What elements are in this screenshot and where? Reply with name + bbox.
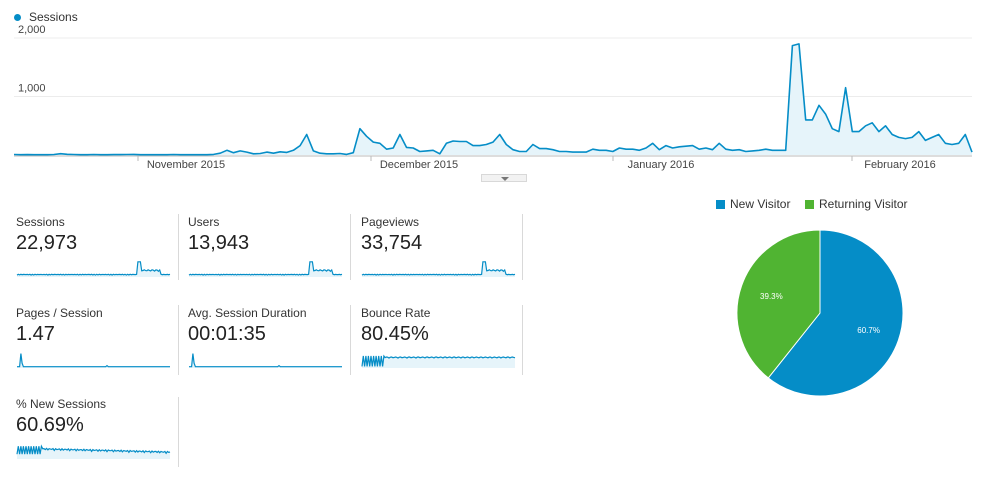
- sessions-area: [14, 43, 972, 155]
- metric-label: % New Sessions: [16, 397, 107, 411]
- sparkline-area: [189, 261, 342, 277]
- returning-visitor-swatch: [805, 199, 814, 209]
- returning-visitor-slice[interactable]: [736, 229, 821, 379]
- x-tick-label: January 2016: [628, 159, 695, 171]
- sparkline-line: [17, 353, 170, 368]
- x-tick-label: November 2015: [147, 159, 225, 171]
- chart-expand-handle[interactable]: [481, 174, 527, 182]
- pie-legend-returning-visitor[interactable]: Returning Visitor: [805, 197, 908, 211]
- sessions-legend-label: Sessions: [29, 10, 78, 24]
- sessions-line: [13, 43, 973, 156]
- avg-session-duration-sparkline: [189, 353, 342, 368]
- metric-value: 13,943: [188, 232, 250, 254]
- metric-avg-session-duration[interactable]: Avg. Session Duration 00:01:35: [188, 306, 353, 372]
- metric-value: 22,973: [16, 232, 78, 254]
- metric-divider: [522, 214, 523, 280]
- metric-label: Pageviews: [361, 215, 420, 229]
- y-tick-label: 2,000: [18, 24, 46, 36]
- metric-label: Sessions: [16, 215, 65, 229]
- bounce-rate-sparkline: [361, 354, 516, 368]
- sparkline-line: [361, 354, 516, 367]
- metric-label: Avg. Session Duration: [188, 306, 307, 320]
- metric-label: Pages / Session: [16, 306, 103, 320]
- metric-divider: [350, 305, 351, 375]
- chart-legend: Sessions: [14, 10, 78, 24]
- metric-pages-per-session[interactable]: Pages / Session 1.47: [16, 306, 181, 372]
- sparkline-area: [362, 261, 515, 277]
- sparkline-line: [16, 444, 171, 455]
- sparkline-line: [16, 261, 171, 276]
- sparkline-line: [189, 353, 342, 368]
- sparkline-area: [17, 353, 170, 368]
- metric-divider: [178, 214, 179, 280]
- chevron-down-icon: [501, 177, 509, 181]
- users-sparkline: [188, 261, 343, 277]
- metric-label: Bounce Rate: [361, 306, 431, 320]
- metric-value: 00:01:35: [188, 323, 266, 345]
- metric-divider: [350, 214, 351, 280]
- pages-per-session-sparkline: [17, 353, 170, 368]
- metric-divider: [522, 305, 523, 375]
- metric-pageviews[interactable]: Pageviews 33,754: [361, 215, 526, 281]
- sessions-line-chart[interactable]: 2,000 1,000 November 2015 December 2015 Janu…: [0, 0, 995, 180]
- sparkline-area: [362, 356, 515, 368]
- sparkline-area: [189, 353, 342, 368]
- sparkline-line: [361, 261, 516, 276]
- metric-value: 1.47: [16, 323, 55, 345]
- x-tick-label: December 2015: [380, 159, 458, 171]
- pie-legend-label: New Visitor: [730, 197, 791, 211]
- pageviews-sparkline: [361, 261, 516, 277]
- sessions-legend-dot: [14, 13, 21, 21]
- x-tick-label: February 2016: [864, 159, 936, 171]
- new-visitor-swatch: [716, 199, 725, 209]
- visitor-type-pie-chart[interactable]: 60.7% 39.3%: [735, 228, 905, 398]
- y-tick-label: 1,000: [18, 83, 46, 95]
- metric-value: 80.45%: [361, 323, 429, 345]
- metric-value: 60.69%: [16, 414, 84, 436]
- new-sessions-sparkline: [16, 444, 171, 459]
- metric-new-sessions[interactable]: % New Sessions 60.69%: [16, 397, 181, 463]
- pie-legend-new-visitor[interactable]: New Visitor: [716, 197, 790, 211]
- pie-slice-label: 39.3%: [760, 292, 783, 301]
- pie-legend-label: Returning Visitor: [819, 197, 908, 211]
- sessions-over-time-chart[interactable]: Sessions 2,000 1,000 November 2015 December…: [0, 0, 995, 180]
- sessions-sparkline: [16, 261, 171, 277]
- sparkline-line: [188, 261, 343, 276]
- metric-divider: [178, 397, 179, 467]
- new-visitor-slice[interactable]: [767, 229, 904, 397]
- metric-divider: [178, 305, 179, 375]
- metric-users[interactable]: Users 13,943: [188, 215, 353, 281]
- pie-slice-label: 60.7%: [857, 326, 880, 335]
- metric-sessions[interactable]: Sessions 22,973: [16, 215, 181, 281]
- metric-bounce-rate[interactable]: Bounce Rate 80.45%: [361, 306, 526, 372]
- metric-value: 33,754: [361, 232, 423, 254]
- sparkline-area: [17, 261, 170, 277]
- metric-label: Users: [188, 215, 220, 229]
